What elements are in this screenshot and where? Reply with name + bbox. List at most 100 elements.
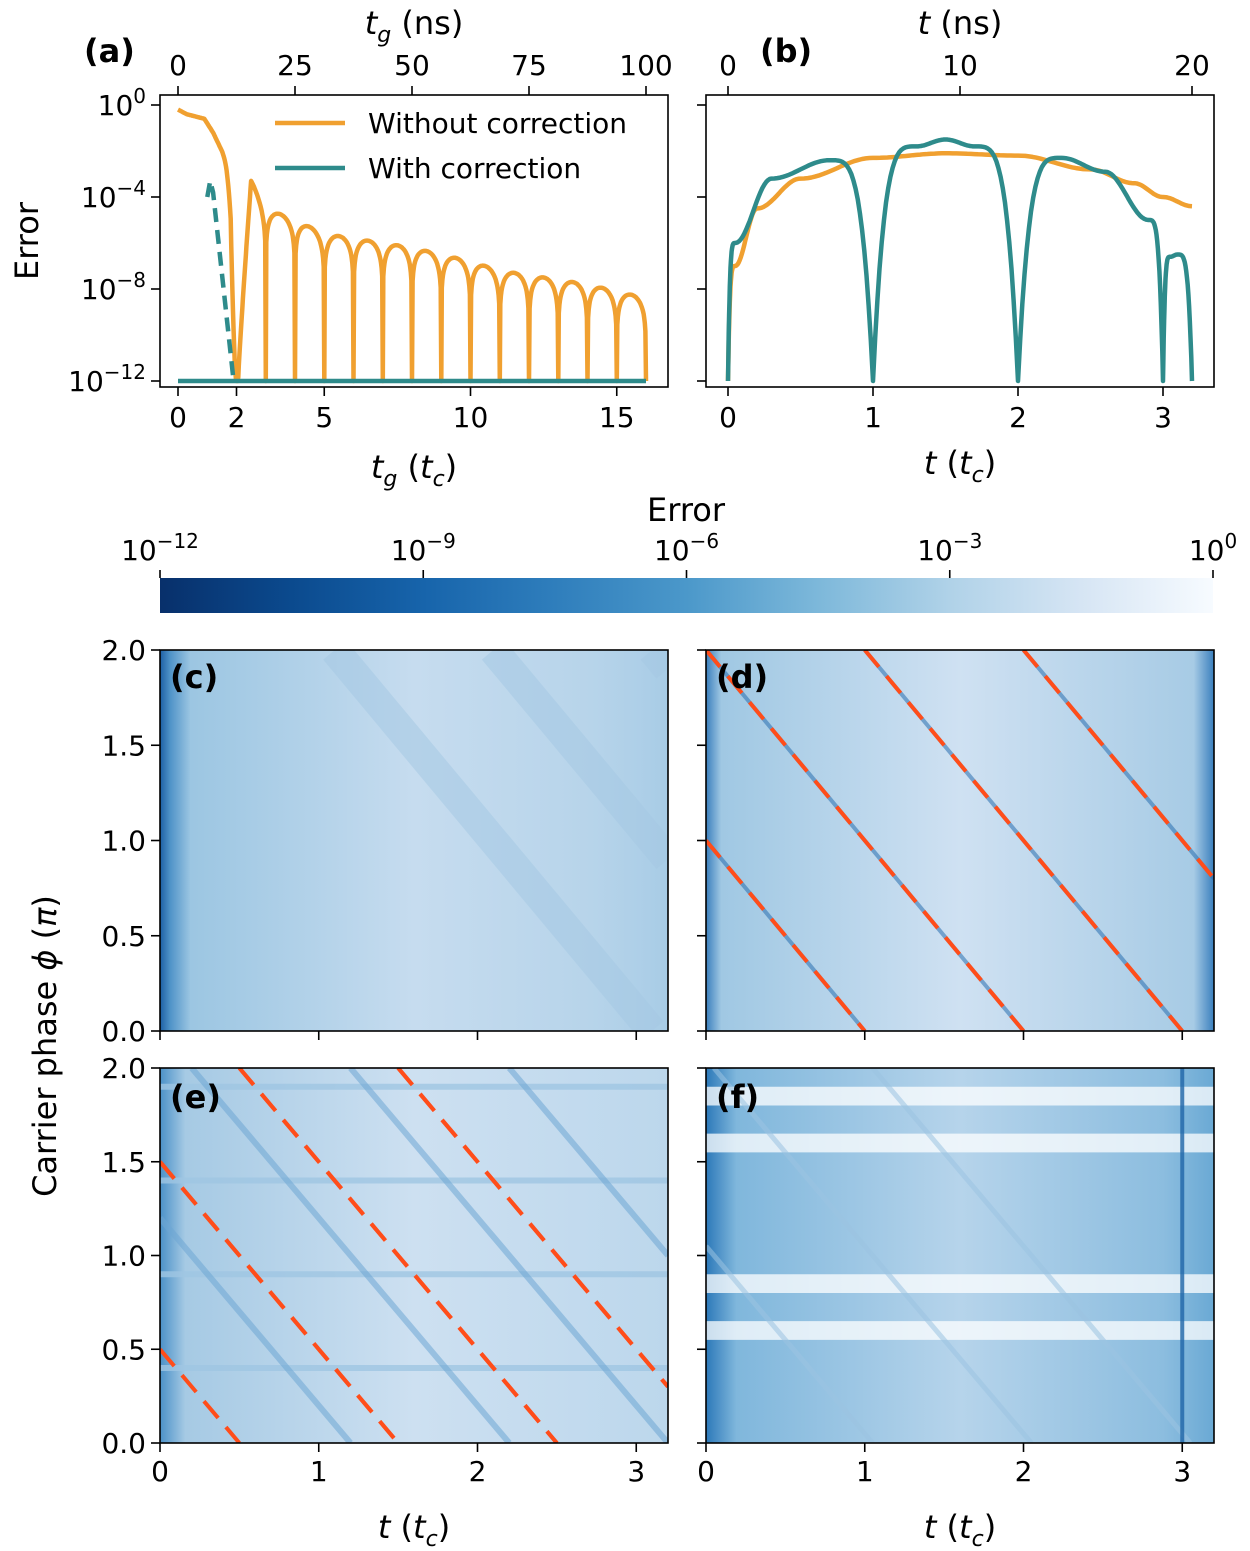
panel-e-label: (e) xyxy=(170,1078,221,1116)
faint-band xyxy=(323,650,664,1031)
y-tick-label: 1.5 xyxy=(101,1146,146,1179)
panel-c-ticks: 0.0 0.5 1.0 1.5 2.0 xyxy=(101,634,638,1048)
x-top-tick-label: 25 xyxy=(277,49,313,82)
panel-c: 0.0 0.5 1.0 1.5 2.0 (c) xyxy=(101,634,669,1048)
y-tick-label: 100 xyxy=(98,84,146,122)
legend-label-with-correction: With correction xyxy=(368,152,581,185)
horizontal-band xyxy=(160,1083,668,1090)
panel-a-label: (a) xyxy=(84,32,135,70)
y-tick-label: 0.0 xyxy=(101,1015,146,1048)
x-tick-label: 3 xyxy=(1173,1455,1191,1488)
x-tick-label: 3 xyxy=(627,1455,645,1488)
panel-e: 0 1 2 3 0.0 0.5 1.0 1.5 2.0 (e) t (tc) xyxy=(101,1052,669,1551)
x-tick-label: 2 xyxy=(1015,1455,1033,1488)
series-without-correction xyxy=(176,107,649,384)
colorbar-gradient xyxy=(160,578,1213,613)
colorbar-title: Error xyxy=(647,491,726,529)
x-top-tick-label: 10 xyxy=(942,49,978,82)
dashed-guide-line xyxy=(863,650,1184,1031)
panel-b-frame xyxy=(705,94,1215,388)
dashed-guide-line-shifted xyxy=(396,1068,668,1389)
panel-e-x-axis-title: t (tc) xyxy=(378,1508,450,1551)
panel-f-overlay xyxy=(706,1068,1214,1443)
y-tick-label: 1.5 xyxy=(101,729,146,762)
panel-f-label: (f) xyxy=(716,1078,759,1116)
colorbar-tick-label: 10−12 xyxy=(121,529,199,567)
x-tick-label: 2 xyxy=(228,401,246,434)
minimum-line xyxy=(712,1068,1034,1443)
horizontal-band xyxy=(160,1365,668,1371)
x-tick-label: 1 xyxy=(310,1455,328,1488)
white-band xyxy=(706,1086,1214,1106)
panel-e-overlay xyxy=(160,1068,668,1443)
panel-f-ticks: 0 1 2 3 xyxy=(697,1067,1191,1488)
y-tick-label: 1.0 xyxy=(101,825,146,858)
panel-b-bottom-axis-title: t (tc) xyxy=(924,444,996,488)
panel-e-ticks: 0 1 2 3 0.0 0.5 1.0 1.5 2.0 xyxy=(101,1052,645,1488)
minimum-line xyxy=(870,1068,1193,1443)
y-tick-label: 10−8 xyxy=(81,268,146,306)
x-tick-label: 0 xyxy=(151,1455,169,1488)
y-tick-label: 0.0 xyxy=(101,1427,146,1460)
x-top-tick-label: 0 xyxy=(169,49,187,82)
minimum-line xyxy=(160,1216,353,1443)
panel-a-frame xyxy=(159,94,669,388)
dashed-guide-line xyxy=(706,650,1026,1031)
x-tick-label: 2 xyxy=(469,1455,487,1488)
x-tick-label: 1 xyxy=(864,401,882,434)
panel-b-label: (b) xyxy=(760,32,812,70)
minimum-line xyxy=(189,1068,512,1443)
horizontal-band xyxy=(160,1177,668,1184)
y-tick-label: 2.0 xyxy=(101,1052,146,1085)
faint-band xyxy=(640,650,668,679)
panel-c-overlay xyxy=(323,650,668,1031)
x-top-tick-label: 75 xyxy=(511,49,547,82)
colorbar: Error 10−12 10−9 10−6 10−3 100 xyxy=(121,491,1237,613)
faint-band xyxy=(481,650,668,870)
panel-f-x-axis-title: t (tc) xyxy=(924,1508,996,1551)
panel-a-lines xyxy=(176,107,649,384)
minimum-line xyxy=(506,1068,668,1258)
x-tick-label: 3 xyxy=(1154,401,1172,434)
panel-a-y-axis-title: Error xyxy=(8,201,46,280)
x-top-tick-label: 50 xyxy=(394,49,430,82)
x-tick-label: 1 xyxy=(856,1455,874,1488)
panel-b-ticks: 0 1 2 3 0 10 20 xyxy=(697,49,1210,434)
x-tick-label: 2 xyxy=(1009,401,1027,434)
minimum-line xyxy=(348,1068,668,1443)
dashed-guide-line-shifted xyxy=(160,1160,400,1443)
x-tick-label: 5 xyxy=(315,401,333,434)
colorbar-tick-label: 10−9 xyxy=(391,529,456,567)
x-tick-label: 0 xyxy=(719,401,737,434)
colorbar-tick-label: 10−6 xyxy=(654,529,719,567)
x-tick-label: 10 xyxy=(453,401,489,434)
minimum-line xyxy=(706,1244,875,1443)
legend: Without correction With correction xyxy=(275,107,627,185)
y-tick-label: 0.5 xyxy=(101,920,146,953)
dashed-guide-line xyxy=(1021,650,1214,880)
series-with-correction-b xyxy=(725,137,1195,384)
y-tick-label: 10−12 xyxy=(68,360,146,398)
colorbar-tick-label: 10−3 xyxy=(917,529,982,567)
panel-b-lines xyxy=(725,137,1195,384)
x-tick-label: 15 xyxy=(599,401,635,434)
white-band xyxy=(706,1133,1214,1153)
x-tick-label: 0 xyxy=(169,401,187,434)
panel-d-overlay xyxy=(706,650,1214,1031)
dashed-guide-line-shifted xyxy=(237,1068,559,1443)
x-top-tick-label: 20 xyxy=(1174,49,1210,82)
panel-b-top-axis-title: t (ns) xyxy=(918,4,1003,42)
y-tick-label: 2.0 xyxy=(101,634,146,667)
panel-b: 0 1 2 3 0 10 20 (b) t (ns) t (tc) xyxy=(697,4,1215,488)
colorbar-ticks: 10−12 10−9 10−6 10−3 100 xyxy=(121,529,1237,578)
panel-f: 0 1 2 3 (f) t (tc) xyxy=(697,1067,1215,1551)
panel-a-bottom-axis-title: tg (tc) xyxy=(371,448,457,492)
heatmap-y-axis-title: Carrier phase ϕ (π) xyxy=(26,895,64,1197)
dashed-guide-line xyxy=(706,839,867,1031)
panel-d-ticks xyxy=(697,649,1184,1040)
legend-label-without-correction: Without correction xyxy=(368,107,627,140)
y-tick-label: 10−4 xyxy=(81,176,146,214)
